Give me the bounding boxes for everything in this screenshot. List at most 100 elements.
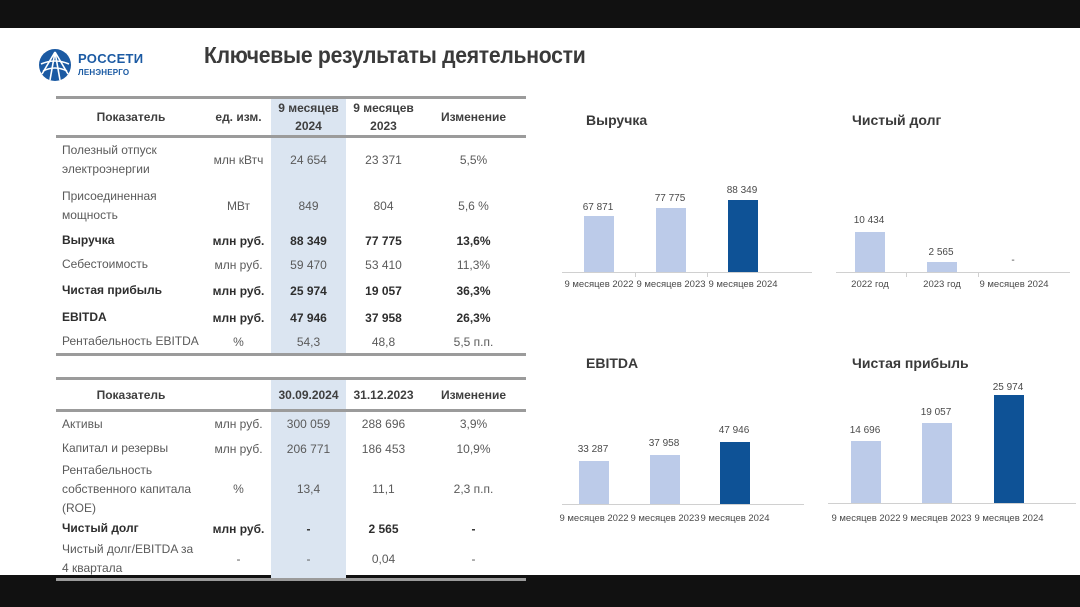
row-unit: млн руб.: [212, 521, 265, 536]
col-header-9m-2024: 9 месяцев 2024: [271, 97, 346, 137]
row-change: 10,9%: [456, 441, 491, 456]
chart-ebitda: EBITDA 33 287 37 958 47 946 9 месяцев 20…: [559, 355, 804, 545]
x-axis-label: 9 месяцев 2024: [708, 279, 778, 290]
chart-plot: 10 434 2 565 - 2022 год 2023 год 9 месяц…: [836, 112, 1070, 302]
x-axis-label: 9 месяцев 2023: [902, 513, 972, 524]
bar-label: 10 434: [853, 215, 885, 226]
bar-2023: [927, 262, 957, 272]
row-change: 5,5 п.п.: [453, 334, 494, 349]
col-header-change: Изменение: [440, 387, 507, 402]
rosseti-emblem-icon: [39, 49, 71, 81]
logo-subtitle: ЛЕНЭНЕРГО: [78, 68, 130, 77]
col-header-line: 2023: [370, 119, 397, 133]
x-axis-label: 9 месяцев 2024: [974, 513, 1044, 524]
row-value-31-12-2023: 2 565: [368, 521, 399, 536]
bar-label: 33 287: [577, 444, 609, 455]
row-change: 36,3%: [456, 283, 491, 298]
chart-title: Выручка: [586, 112, 648, 128]
row-change: 26,3%: [456, 310, 491, 325]
row-name: Чистый долг: [62, 521, 139, 535]
row-unit: млн руб.: [212, 310, 265, 325]
row-value-2024: 47 946: [271, 304, 346, 331]
row-value-30-09-2024: -: [271, 517, 346, 540]
bar-label: 47 946: [718, 425, 750, 436]
x-axis-label: 9 месяцев 2023: [636, 279, 706, 290]
x-axis-label: 9 месяцев 2024: [979, 279, 1049, 290]
row-value-30-09-2024: -: [271, 539, 346, 579]
row-name: Рентабельность собственного капитала (RO…: [62, 462, 192, 515]
chart-net-debt: Чистый долг 10 434 2 565 - 2022 год 2023…: [836, 112, 1070, 302]
bar-label: 25 974: [992, 382, 1024, 393]
row-name: Капитал и резервы: [62, 441, 169, 455]
bar-label: 2 565: [928, 247, 954, 258]
logo-name: РОССЕТИ: [78, 51, 144, 66]
row-value-2024: 849: [271, 182, 346, 229]
bar-label: 37 958: [648, 438, 680, 449]
table-row: Чистый долг млн руб. - 2 565 -: [56, 517, 526, 540]
bar-9m-2023: [650, 455, 680, 504]
bar-9m-2022: [579, 461, 609, 504]
row-unit: -: [236, 551, 241, 566]
col-header-indicator: Показатель: [96, 387, 166, 402]
chart-title: Чистый долг: [852, 112, 942, 128]
bar-9m-2024: [994, 395, 1024, 503]
chart-plot: 33 287 37 958 47 946 9 месяцев 2022 9 ме…: [559, 355, 804, 545]
chart-plot: 67 871 77 775 88 349 9 месяцев 2022 9 ме…: [562, 112, 812, 302]
row-change: 5,5%: [459, 153, 488, 168]
row-value-2024: 59 470: [271, 252, 346, 277]
row-unit: млн руб.: [212, 283, 265, 298]
bar-9m-2024: [728, 200, 758, 272]
row-unit: млн руб.: [214, 257, 263, 272]
x-axis-label: 9 месяцев 2022: [831, 513, 901, 524]
slide: РОССЕТИ ЛЕНЭНЕРГО Ключевые результаты де…: [0, 28, 1080, 579]
bar-label: 14 696: [849, 425, 881, 436]
row-name: Чистый долг/EBITDA за 4 квартала: [62, 541, 194, 575]
page-title: Ключевые результаты деятельности: [204, 42, 586, 68]
row-name: Себестоимость: [62, 257, 149, 271]
row-change: 13,6%: [456, 233, 491, 248]
x-axis-label: 9 месяцев 2024: [700, 513, 770, 524]
x-axis-line: [562, 504, 804, 505]
row-unit: млн руб.: [214, 441, 263, 456]
row-name: Чистая прибыль: [62, 283, 162, 297]
row-value-2024: 88 349: [271, 228, 346, 253]
col-header-indicator: Показатель: [96, 110, 166, 124]
x-axis-label: 2022 год: [851, 279, 889, 290]
row-name: EBITDA: [62, 310, 107, 324]
company-logo: РОССЕТИ ЛЕНЭНЕРГО: [38, 48, 158, 84]
x-axis-tick: [978, 272, 979, 277]
bar-9m-2022: [584, 216, 614, 272]
chart-revenue: Выручка 67 871 77 775 88 349 9 месяцев 2…: [562, 112, 812, 302]
bar-label: 77 775: [654, 193, 686, 204]
col-header-line: 9 месяцев: [353, 101, 414, 115]
col-header-9m-2023: 9 месяцев 2023: [346, 98, 421, 137]
col-header-change: Изменение: [440, 110, 507, 124]
table-row: Себестоимость млн руб. 59 470 53 410 11,…: [56, 252, 526, 277]
row-name: Активы: [62, 416, 103, 431]
table-row: Чистый долг/EBITDA за 4 квартала - - 0,0…: [56, 539, 526, 579]
col-header-unit: ед. изм.: [215, 110, 262, 124]
row-change: -: [471, 551, 476, 566]
col-header-30-09-2024: 30.09.2024: [271, 378, 346, 411]
row-unit: МВт: [226, 198, 251, 213]
row-value-30-09-2024: 13,4: [271, 460, 346, 518]
row-name: Присоединенная мощность: [62, 188, 157, 222]
row-value-2024: 24 654: [271, 136, 346, 183]
row-value-2024: 25 974: [271, 276, 346, 305]
bar-2022: [855, 232, 885, 272]
bar-label: 67 871: [582, 202, 614, 213]
row-unit: %: [233, 334, 244, 349]
row-value-2023: 19 057: [365, 283, 402, 298]
row-value-31-12-2023: 186 453: [361, 441, 406, 456]
bar-9m-2023: [922, 423, 952, 503]
row-change: 2,3 п.п.: [453, 482, 494, 496]
row-value-30-09-2024: 300 059: [271, 410, 346, 437]
row-unit: млн руб.: [214, 417, 263, 432]
balance-table: Показатель 30.09.2024 31.12.2023 Изменен…: [56, 377, 526, 581]
table-header-row: Показатель ед. изм. 9 месяцев 2024 9 мес…: [56, 97, 526, 137]
row-value-2023: 77 775: [365, 233, 402, 248]
row-change: 3,9%: [459, 417, 488, 432]
row-value-2023: 23 371: [365, 153, 402, 168]
x-axis-tick: [635, 272, 636, 277]
row-value-31-12-2023: 288 696: [361, 417, 406, 432]
